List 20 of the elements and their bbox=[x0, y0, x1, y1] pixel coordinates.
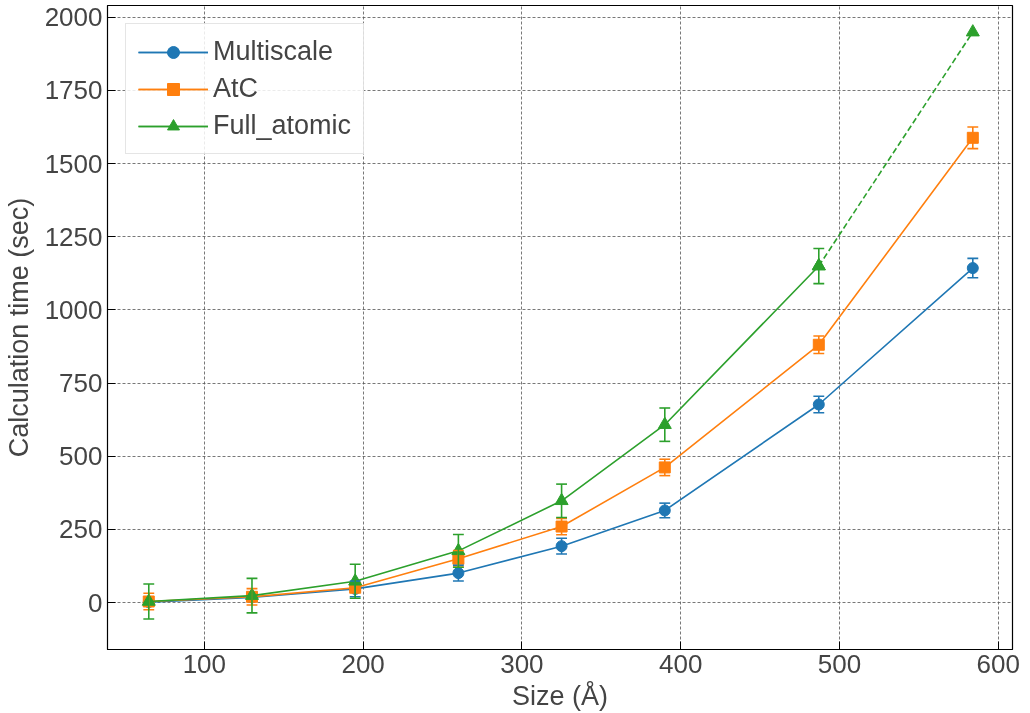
x-tick-label: 300 bbox=[500, 648, 544, 679]
legend-label: Full_atomic bbox=[213, 110, 352, 141]
y-tick-label: 250 bbox=[59, 514, 103, 545]
legend-label: AtC bbox=[213, 73, 259, 104]
x-tick-label: 500 bbox=[817, 648, 862, 679]
y-tick-label: 1250 bbox=[44, 221, 103, 252]
x-tick-label: 100 bbox=[182, 648, 227, 679]
y-tick-label: 1500 bbox=[44, 148, 103, 179]
y-tick-label: 1000 bbox=[44, 294, 103, 325]
y-tick-label: 500 bbox=[59, 441, 103, 472]
x-tick-label: 600 bbox=[976, 648, 1020, 679]
y-axis-title: Calculation time (sec) bbox=[3, 197, 34, 458]
x-tick-label: 200 bbox=[341, 648, 385, 679]
y-tick-label: 2000 bbox=[44, 2, 103, 33]
y-tick-label: 750 bbox=[59, 368, 103, 399]
y-tick-label: 0 bbox=[88, 587, 103, 618]
x-tick-label: 400 bbox=[658, 648, 703, 679]
y-tick-label: 1750 bbox=[44, 75, 103, 106]
legend-label: Multiscale bbox=[213, 36, 334, 67]
x-axis-title: Size (Å) bbox=[511, 679, 609, 711]
